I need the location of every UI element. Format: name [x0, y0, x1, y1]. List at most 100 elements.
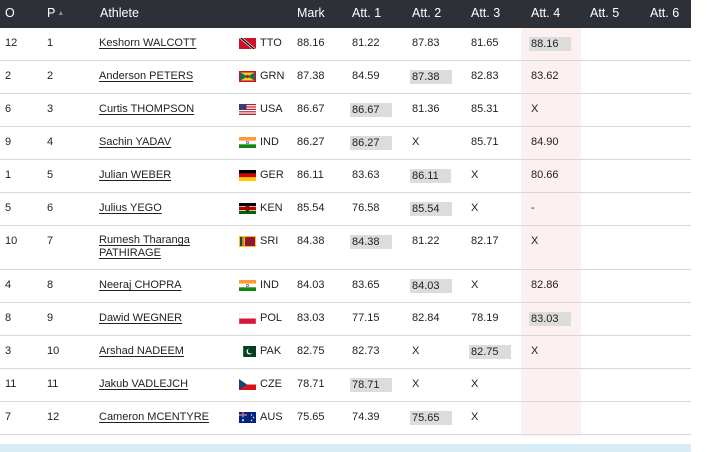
best-attempt-highlight: 86.27: [350, 136, 392, 150]
country-code: KEN: [260, 202, 283, 214]
order-cell: 1: [5, 169, 12, 181]
header-place-label: P: [47, 6, 56, 20]
usa-flag-icon: [239, 104, 256, 115]
header-athlete[interactable]: Athlete: [100, 6, 139, 20]
place-cell: 11: [47, 378, 59, 390]
attempt-3-cell: 82.17: [471, 235, 499, 247]
order-cell: 3: [5, 345, 12, 357]
best-attempt-highlight: 75.65: [410, 411, 452, 425]
table-row: 3 10 Arshad NADEEM PAK 82.75 82.73 X 82.75 X: [0, 336, 691, 369]
table-row: 10 7 Rumesh Tharanga PATHIRAGE SRI 84.38 84.38…: [0, 226, 691, 270]
header-att-5[interactable]: Att. 5: [590, 6, 620, 20]
cze-flag-icon: [239, 379, 256, 390]
ind-flag-icon: [239, 280, 256, 291]
country-code: GER: [260, 169, 284, 181]
header-att-6[interactable]: Att. 6: [650, 6, 680, 20]
athlete-name-link[interactable]: Dawid WEGNER: [99, 312, 183, 324]
attempt-4-cell: X: [531, 345, 539, 357]
header-att-1[interactable]: Att. 1: [352, 6, 382, 20]
header-att-3[interactable]: Att. 3: [471, 6, 501, 20]
table-row: 4 8 Neeraj CHOPRA IND 84.03 83.65 84.03 X 82.86: [0, 270, 691, 303]
attempt-1-cell: 83.65: [352, 279, 380, 291]
attempt-2-cell: X: [412, 345, 420, 357]
athlete-name-link[interactable]: Neeraj CHOPRA: [99, 279, 182, 291]
country-code: CZE: [260, 378, 282, 390]
attempt-1-cell: 77.15: [352, 312, 380, 324]
sri-flag-icon: [239, 236, 256, 247]
header-order[interactable]: O: [5, 6, 15, 20]
attempt-3-cell: 81.65: [471, 37, 499, 49]
attempt-4-cell: 82.86: [531, 279, 559, 291]
sort-ascending-icon[interactable]: ▲: [57, 10, 65, 17]
attempt-2-cell: 82.84: [412, 312, 440, 324]
best-attempt-highlight: 88.16: [529, 37, 571, 51]
best-attempt-highlight: 82.75: [469, 345, 511, 359]
country-code: USA: [260, 103, 283, 115]
athlete-name-line: Rumesh Tharanga: [99, 234, 190, 246]
attempt-1-cell: 74.39: [352, 411, 380, 423]
attempt-4-cell: 80.66: [531, 169, 559, 181]
athlete-name-link[interactable]: Arshad NADEEM: [99, 345, 184, 357]
country-code: TTO: [260, 37, 282, 49]
order-cell: 6: [5, 103, 12, 115]
ind-flag-icon: [239, 137, 256, 148]
mark-cell: 86.67: [297, 103, 325, 115]
country-code: GRN: [260, 70, 285, 82]
table-row: 12 1 Keshorn WALCOTT TTO 88.16 81.22 87.83 81.6…: [0, 28, 691, 61]
athlete-name-link[interactable]: Sachin YADAV: [99, 136, 172, 148]
table-header: O P ▲ Athlete Mark Att. 1 Att. 2 Att. 3 A…: [0, 0, 691, 28]
athlete-name-link[interactable]: Anderson PETERS: [99, 70, 194, 82]
attempt-1-cell: 84.59: [352, 70, 380, 82]
place-cell: 3: [47, 103, 54, 115]
attempt-3-cell: X: [471, 279, 479, 291]
header-att-2[interactable]: Att. 2: [412, 6, 442, 20]
mark-cell: 87.38: [297, 70, 325, 82]
mark-cell: 75.65: [297, 411, 325, 423]
grn-flag-icon: [239, 71, 256, 82]
footer-band: [0, 444, 691, 452]
attempt-2-cell: 81.36: [412, 103, 440, 115]
mark-cell: 83.03: [297, 312, 325, 324]
athlete-name-link[interactable]: Curtis THOMPSON: [99, 103, 195, 115]
country-code: IND: [260, 279, 279, 291]
attempt-2-cell: X: [412, 378, 420, 390]
place-cell: 10: [47, 345, 60, 357]
header-att-4[interactable]: Att. 4: [531, 6, 561, 20]
mark-cell: 88.16: [297, 37, 325, 49]
pak-flag-icon: [239, 346, 256, 357]
athlete-name-link[interactable]: Rumesh Tharanga PATHIRAGE: [99, 234, 190, 260]
country-code: SRI: [260, 235, 279, 247]
attempt-1-cell: 83.63: [352, 169, 380, 181]
order-cell: 11: [5, 378, 17, 390]
mark-cell: 84.38: [297, 235, 325, 247]
place-cell: 12: [47, 411, 60, 423]
athlete-name-link[interactable]: Keshorn WALCOTT: [99, 37, 197, 49]
tto-flag-icon: [239, 38, 256, 49]
order-cell: 5: [5, 202, 12, 214]
country-code: AUS: [260, 411, 283, 423]
attempt-3-cell: X: [471, 169, 479, 181]
attempt-4-cell: 84.90: [531, 136, 559, 148]
best-attempt-highlight: 78.71: [350, 378, 392, 392]
best-attempt-highlight: 86.11: [410, 169, 451, 183]
place-cell: 1: [47, 37, 54, 49]
table-row: 2 2 Anderson PETERS GRN 87.38 84.59 87.38 82.83…: [0, 61, 691, 94]
attempt-4-cell: 83.62: [531, 70, 559, 82]
attempt-3-cell: 85.31: [471, 103, 499, 115]
mark-cell: 84.03: [297, 279, 325, 291]
header-mark[interactable]: Mark: [297, 6, 325, 20]
athlete-name-link[interactable]: Julian WEBER: [99, 169, 172, 181]
athlete-name-link[interactable]: Cameron MCENTYRE: [99, 411, 210, 423]
athlete-name-link[interactable]: Julius YEGO: [99, 202, 162, 214]
place-cell: 8: [47, 279, 54, 291]
table-row: 7 12 Cameron MCENTYRE AUS 75.65 74.39 75.65 X: [0, 402, 691, 435]
order-cell: 12: [5, 37, 18, 49]
country-code: POL: [260, 312, 283, 324]
place-cell: 5: [47, 169, 54, 181]
order-cell: 8: [5, 312, 12, 324]
athlete-name-link[interactable]: Jakub VADLEJCH: [99, 378, 189, 390]
place-cell: 4: [47, 136, 54, 148]
best-attempt-highlight: 84.38: [350, 235, 392, 249]
header-place[interactable]: P ▲: [47, 6, 64, 20]
country-code: IND: [260, 136, 279, 148]
